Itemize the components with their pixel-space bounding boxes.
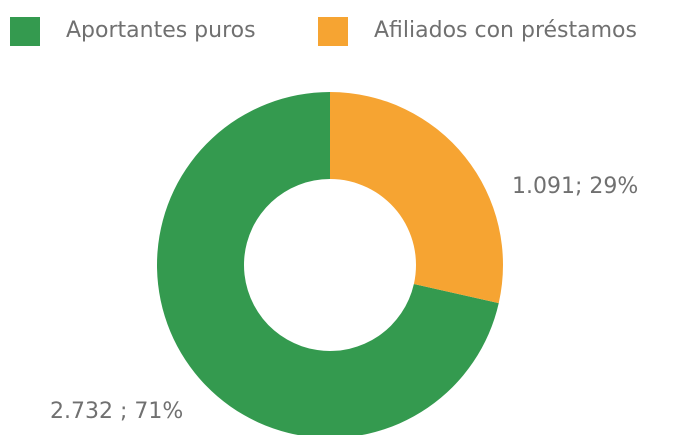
legend-swatch <box>10 17 40 46</box>
donut-slice <box>330 92 503 304</box>
donut-slice <box>157 92 499 435</box>
legend-label: Aportantes puros <box>66 18 256 43</box>
legend-swatch <box>318 17 348 46</box>
data-label: 2.732 ; 71% <box>50 399 183 424</box>
data-label: 1.091; 29% <box>512 174 638 199</box>
legend-label: Afiliados con préstamos <box>374 18 637 43</box>
